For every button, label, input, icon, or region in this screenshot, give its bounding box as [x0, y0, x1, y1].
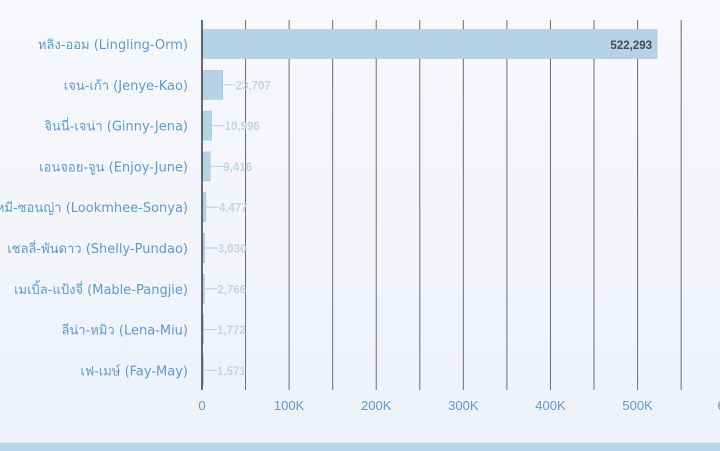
bar — [201, 70, 223, 100]
value-label: 9,416 — [223, 162, 252, 174]
bar — [201, 151, 211, 182]
category-label: จินนี่-เจน่า (Ginny-Jena) — [44, 118, 188, 135]
bar — [201, 110, 212, 141]
bottom-band — [0, 443, 720, 451]
x-tick-label: 200K — [361, 398, 392, 413]
value-label: 1,772 — [217, 325, 246, 337]
x-tick-label: 0 — [198, 398, 205, 413]
x-tick-label: 300K — [448, 398, 479, 413]
value-label: 4,477 — [219, 203, 248, 215]
x-tick-label: 400K — [535, 398, 566, 413]
bars-group — [201, 29, 658, 386]
category-label: เฟ-เมษ์ (Fay-May) — [81, 363, 188, 379]
bar — [201, 29, 658, 59]
x-tick-label: 500K — [622, 398, 653, 413]
value-label: 3,030 — [218, 244, 247, 256]
category-label: ลีน่า-หมิว (Lena-Miu) — [61, 323, 188, 339]
value-label: 1,571 — [217, 366, 246, 378]
value-label: 522,293 — [610, 40, 652, 52]
category-label: เชลลี่-พันดาว (Shelly-Pundao) — [7, 240, 188, 257]
category-labels: หลิง-ออม (Lingling-Orm) เจน-เก้า (Jenye-K… — [0, 38, 188, 379]
category-label: กหมี-ซอนญ่า (Lookmhee-Sonya) — [0, 200, 188, 216]
value-label: 2,766 — [217, 284, 246, 296]
value-labels: 522,293 23,707 10,996 9,416 4,477 3,030 2,766 1… — [217, 40, 652, 378]
category-label: เจน-เก้า (Jenye-Kao) — [64, 79, 188, 94]
x-tick-label: 100K — [274, 398, 305, 413]
grid-lines — [245, 20, 682, 390]
value-label-connectors — [204, 84, 236, 371]
value-label: 10,996 — [225, 121, 260, 133]
x-tick-label: 60 — [717, 398, 720, 413]
category-label: หลิง-ออม (Lingling-Orm) — [38, 38, 188, 53]
category-label: เมเบิ้ล-แป้งจี่ (Mable-Pangjie) — [14, 280, 188, 298]
value-label: 23,707 — [236, 80, 271, 92]
x-axis-tick-labels: 0 100K 200K 300K 400K 500K 60 — [198, 398, 720, 413]
bottom-band-divider — [0, 442, 720, 443]
category-label: เอนจอย-จูน (Enjoy-June) — [39, 160, 188, 175]
